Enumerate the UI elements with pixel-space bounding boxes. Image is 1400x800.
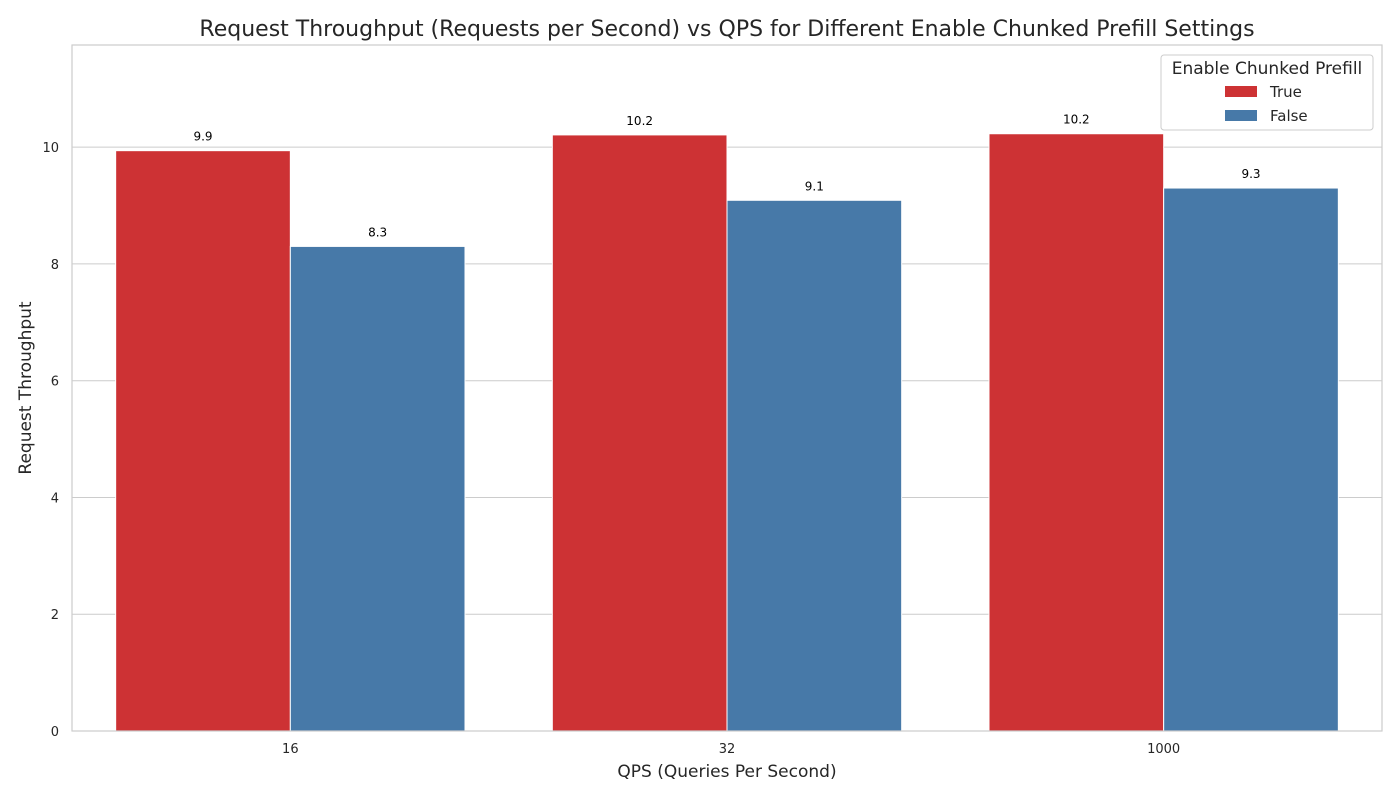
- x-tick-label: 1000: [1147, 742, 1180, 757]
- legend-swatch-false: [1225, 110, 1257, 121]
- bar-true-16: [115, 150, 291, 732]
- y-axis-label: Request Throughput: [16, 301, 36, 475]
- legend: Enable Chunked Prefill True False: [1160, 54, 1374, 131]
- y-tick-label: 8: [51, 258, 59, 273]
- y-tick-label: 2: [51, 608, 59, 623]
- y-tick-label: 0: [51, 725, 59, 740]
- bar-false-32: [726, 199, 903, 732]
- y-tick-label: 10: [42, 141, 59, 156]
- data-label: 9.9: [193, 130, 212, 144]
- legend-swatch-true: [1225, 86, 1257, 97]
- data-label: 8.3: [368, 225, 387, 239]
- bars: [115, 133, 1339, 732]
- x-axis-label: QPS (Queries Per Second): [617, 762, 836, 782]
- data-label: 10.2: [626, 114, 653, 128]
- data-labels: 9.9 8.3 10.2 9.1 10.2 9.3: [193, 113, 1260, 240]
- bar-false-16: [289, 245, 466, 732]
- bar-true-1000: [988, 133, 1165, 732]
- y-tick-label: 4: [51, 491, 59, 506]
- legend-label-false: False: [1270, 107, 1308, 125]
- legend-label-true: True: [1269, 83, 1302, 101]
- legend-box: [1160, 54, 1374, 131]
- y-tick-label: 6: [51, 375, 59, 390]
- bar-false-1000: [1163, 187, 1339, 732]
- y-axis-ticks: 0 2 4 6 8 10: [42, 141, 59, 740]
- chart-title: Request Throughput (Requests per Second)…: [199, 17, 1254, 42]
- data-label: 9.3: [1241, 167, 1260, 181]
- x-tick-label: 16: [282, 742, 299, 757]
- data-label: 10.2: [1063, 113, 1090, 127]
- bar-true-32: [551, 134, 728, 732]
- x-tick-label: 32: [719, 742, 736, 757]
- x-axis-ticks: 16 32 1000: [282, 742, 1180, 757]
- data-label: 9.1: [805, 179, 824, 193]
- plot-frame: [71, 44, 1383, 732]
- legend-title: Enable Chunked Prefill: [1172, 59, 1363, 79]
